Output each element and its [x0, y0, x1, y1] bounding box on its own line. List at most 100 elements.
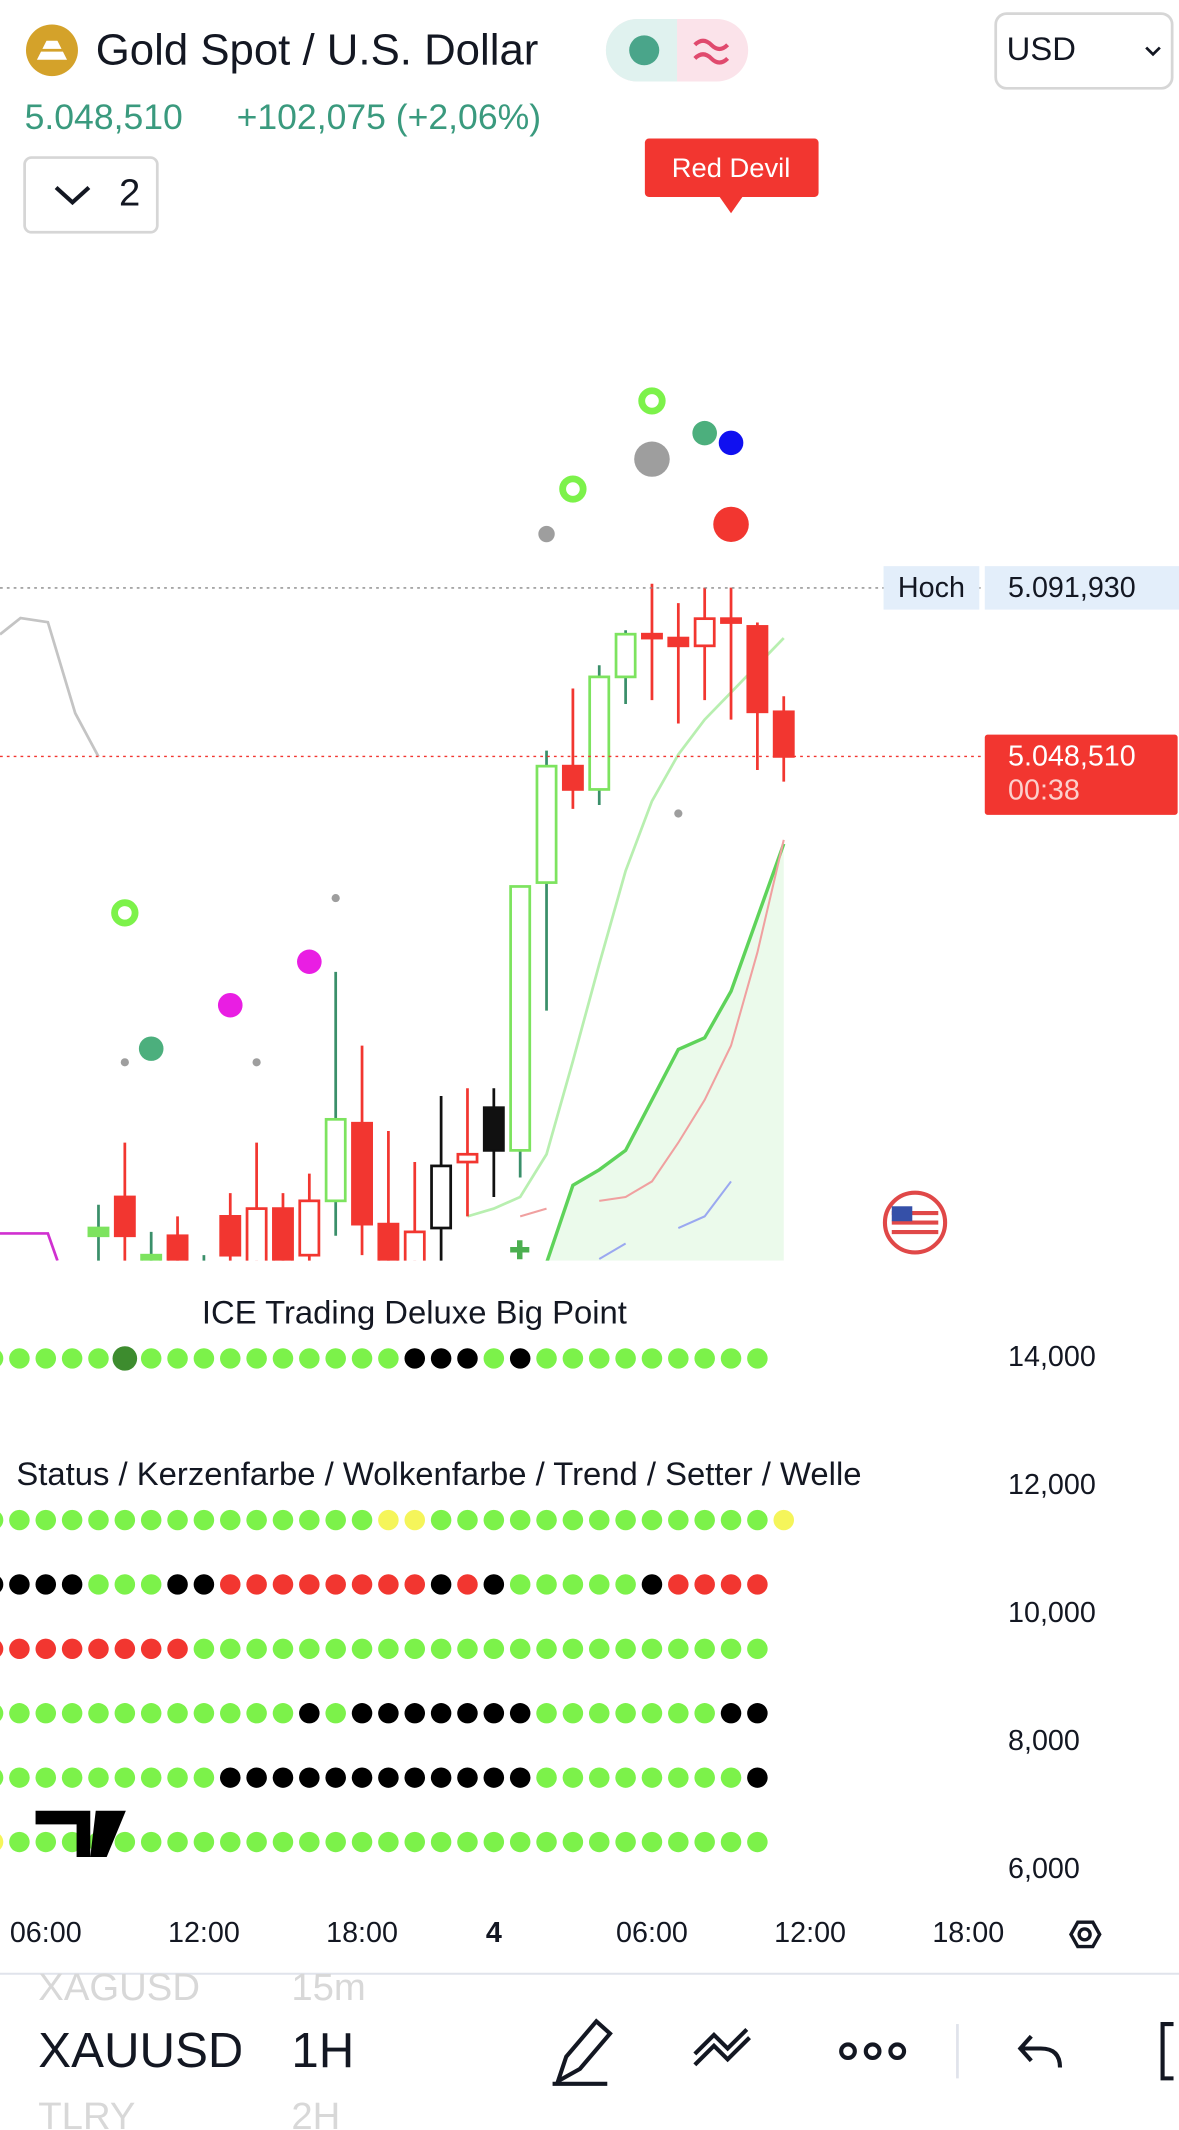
- status-dot: [272, 1831, 294, 1853]
- status-dot: [114, 1638, 136, 1660]
- candle-body: [746, 625, 769, 714]
- symbol-option[interactable]: XAGUSD: [38, 1966, 200, 2009]
- candle-body: [535, 764, 558, 884]
- status-dot: [430, 1703, 452, 1724]
- status-dot: [114, 1574, 136, 1595]
- candle-body: [403, 1230, 426, 1261]
- last-price: 5.048,510: [25, 97, 183, 137]
- more-icon[interactable]: [839, 2042, 907, 2061]
- status-dot: [299, 1638, 320, 1660]
- status-dot: [193, 1574, 215, 1595]
- delay-icon: [693, 38, 730, 65]
- indicator-icon[interactable]: [693, 2028, 751, 2067]
- x-tick-label: 12:00: [168, 1917, 240, 1949]
- settings-icon[interactable]: [1068, 1920, 1102, 1949]
- status-dot: [483, 1703, 505, 1724]
- status-dot: [299, 1574, 320, 1595]
- status-dot: [747, 1348, 768, 1369]
- high-label-box: [883, 566, 980, 610]
- status-dot: [0, 1576, 4, 1592]
- market-status: [629, 35, 660, 66]
- status-dot: [351, 1509, 373, 1531]
- logo-bars: [36, 40, 68, 60]
- status-dot: [140, 1638, 162, 1660]
- settings-dot: [1077, 1927, 1092, 1942]
- moving-average: [545, 843, 786, 1261]
- status-dot: [509, 1703, 531, 1724]
- fullscreen-icon[interactable]: [1160, 2022, 1174, 2081]
- high-label: Hoch: [898, 572, 965, 604]
- status-dot: [325, 1831, 346, 1853]
- status-dot: [694, 1767, 715, 1788]
- status-dot: [641, 1831, 663, 1853]
- symbol-picker[interactable]: XAGUSD XAUUSD TLRY: [38, 1966, 243, 2130]
- draw-icon[interactable]: [552, 2018, 613, 2086]
- candle-body: [351, 1121, 373, 1226]
- countdown: 00:38: [1008, 774, 1080, 806]
- x-tick-label: 12:00: [774, 1917, 846, 1949]
- status-dot: [457, 1509, 478, 1531]
- status-dot: [325, 1703, 346, 1724]
- status-dot: [562, 1638, 584, 1660]
- interval-selected[interactable]: 1H: [291, 2024, 354, 2078]
- candle-body: [614, 632, 637, 679]
- x-tick-label: 18:00: [326, 1917, 398, 1949]
- symbol-logo: [25, 24, 78, 77]
- status-dot: [61, 1574, 83, 1595]
- undo-icon[interactable]: [1017, 2034, 1063, 2068]
- alert-box[interactable]: [644, 138, 819, 197]
- event-flag[interactable]: [882, 1190, 948, 1255]
- signal-marker: [538, 525, 555, 543]
- candle-body: [430, 1164, 453, 1230]
- status-dot: [140, 1509, 162, 1531]
- signal-marker: [674, 809, 683, 818]
- indicator-toggle[interactable]: [23, 156, 159, 234]
- status-dot: [536, 1831, 557, 1853]
- status-dot: [720, 1703, 742, 1724]
- price-change: +102,075 (+2,06%): [237, 97, 541, 137]
- status-dot: [140, 1703, 162, 1724]
- status-dot: [483, 1831, 505, 1853]
- interval-option[interactable]: 2H: [291, 2095, 340, 2130]
- candle-body: [87, 1226, 110, 1238]
- status-dot: [35, 1703, 57, 1724]
- status-dot: [299, 1831, 320, 1853]
- status-dot: [88, 1574, 109, 1595]
- status-dot: [747, 1574, 768, 1595]
- status-dot: [112, 1346, 138, 1371]
- status-dot: [61, 1703, 83, 1724]
- symbol-option[interactable]: TLRY: [38, 2095, 135, 2130]
- status-dot: [641, 1703, 663, 1724]
- status-dot: [483, 1767, 505, 1788]
- high-price: 5.091,930: [1008, 572, 1136, 604]
- status-dot: [193, 1767, 215, 1788]
- candle-body: [140, 1253, 163, 1261]
- status-dot: [668, 1348, 689, 1369]
- interval-option[interactable]: 15m: [291, 1966, 365, 2009]
- y-tick-label: 8,000: [1008, 1725, 1080, 1757]
- tv-logo: [35, 1810, 126, 1857]
- status-dot: [114, 1703, 136, 1724]
- symbol-selected[interactable]: XAUUSD: [38, 2024, 243, 2078]
- y-tick-label: 12,000: [1008, 1469, 1096, 1501]
- status-dot: [404, 1703, 426, 1724]
- status-dot: [246, 1509, 267, 1531]
- symbol-title: Gold Spot / U.S. Dollar: [96, 27, 539, 75]
- status-dot: [457, 1703, 478, 1724]
- y-tick-label: 10,000: [1008, 1597, 1096, 1629]
- signal-marker: [111, 899, 139, 927]
- status-dot: [404, 1509, 426, 1531]
- status-dot: [114, 1509, 136, 1531]
- status-dot: [0, 1641, 4, 1657]
- status-dot: [641, 1767, 663, 1788]
- status-dot: [562, 1509, 584, 1531]
- status-dot: [246, 1638, 267, 1660]
- currency-select[interactable]: [994, 12, 1174, 90]
- status-dot: [9, 1574, 30, 1595]
- status-dot: [167, 1638, 188, 1660]
- status-dot: [0, 1770, 4, 1786]
- candle-body: [561, 764, 584, 791]
